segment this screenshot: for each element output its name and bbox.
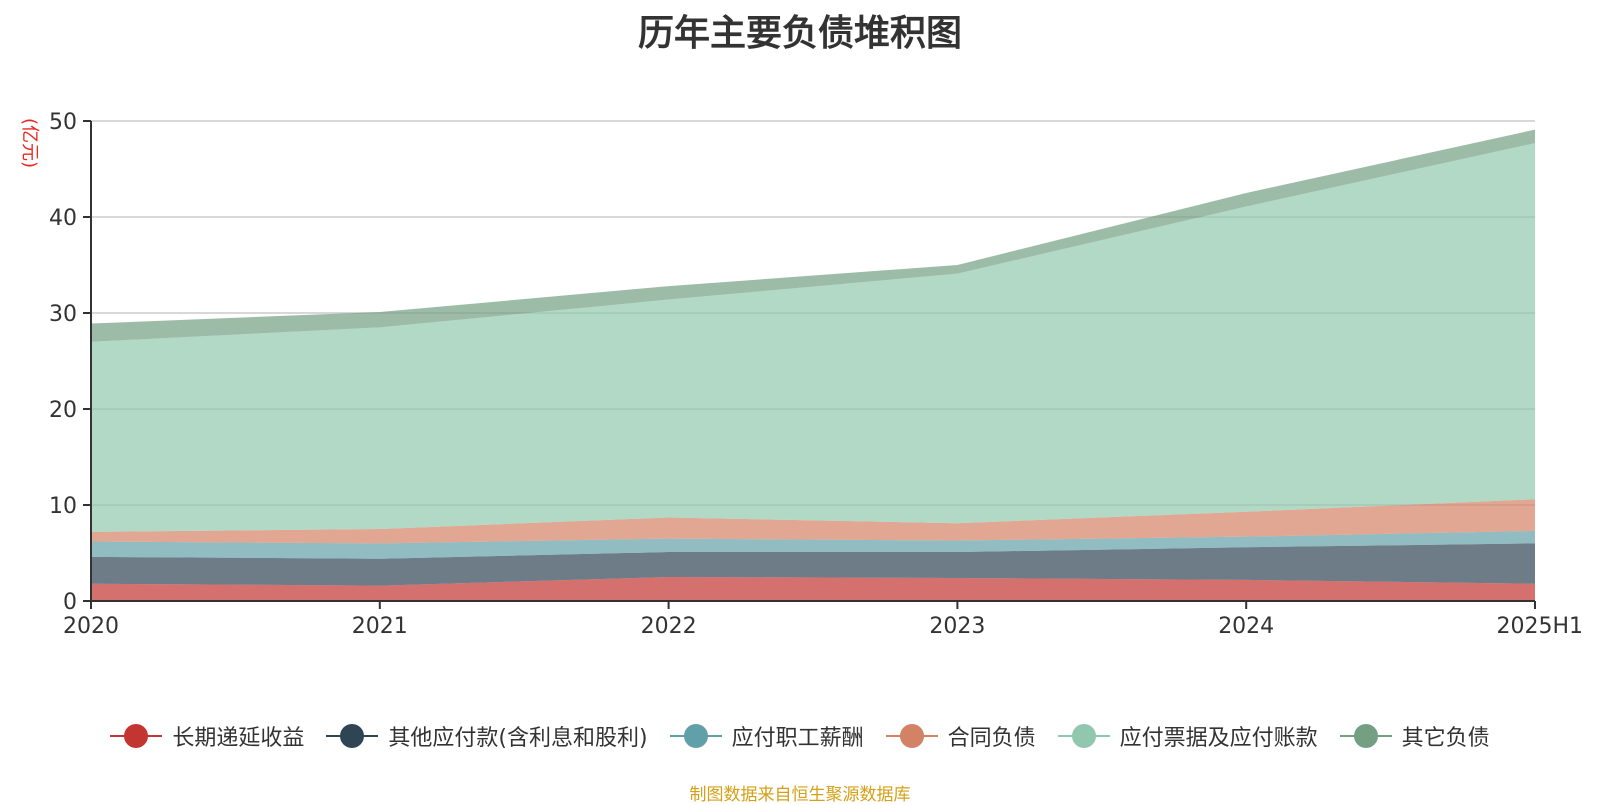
y-tick-label: 30 xyxy=(49,302,77,327)
area-series-4 xyxy=(91,143,1535,532)
legend-label: 应付票据及应付账款 xyxy=(1119,726,1318,751)
source-note: 制图数据来自恒生聚源数据库 xyxy=(689,785,911,805)
legend-item[interactable]: 其它负债 xyxy=(1339,720,1490,752)
area-series-0 xyxy=(91,577,1535,601)
legend-label: 其他应付款(含利息和股利) xyxy=(388,726,648,751)
area-series xyxy=(91,129,1535,601)
legend-item[interactable]: 应付职工薪酬 xyxy=(669,720,864,752)
legend-marker-icon xyxy=(669,724,722,748)
y-tick-label: 10 xyxy=(49,494,77,519)
legend: 长期递延收益 其他应付款(含利息和股利) 应付职工薪酬 合同负债 应付票据及应付账款 其它… xyxy=(0,718,1600,754)
x-tick-label: 2024 xyxy=(1218,614,1274,639)
area-series-2 xyxy=(91,530,1535,559)
legend-item[interactable]: 其他应付款(含利息和股利) xyxy=(326,720,648,752)
x-tick-label: 2023 xyxy=(929,614,985,639)
legend-marker-icon xyxy=(110,724,163,748)
legend-item[interactable]: 应付票据及应付账款 xyxy=(1057,720,1318,752)
area-series-3 xyxy=(91,499,1535,544)
legend-marker-icon xyxy=(326,724,379,748)
area-series-5 xyxy=(91,129,1535,342)
legend-marker-icon xyxy=(1339,724,1392,748)
legend-label: 长期递延收益 xyxy=(172,726,305,751)
chart-title: 历年主要负债堆积图 xyxy=(637,13,962,54)
y-tick-label: 0 xyxy=(63,590,77,615)
area-series-1 xyxy=(91,543,1535,586)
legend-marker-icon xyxy=(1057,724,1110,748)
x-tick-label: 2021 xyxy=(352,614,408,639)
axes: 0 10 20 30 40 50 2020 2021 2022 2023 2024 2025H1 xyxy=(49,110,1583,639)
legend-marker-icon xyxy=(885,724,938,748)
y-axis-unit-label: (亿元) xyxy=(19,118,40,168)
y-tick-label: 20 xyxy=(49,398,77,423)
legend-label: 其它负债 xyxy=(1401,726,1490,751)
x-tick-label: 2025H1 xyxy=(1496,614,1583,639)
x-tick-label: 2020 xyxy=(63,614,119,639)
x-tick-label: 2022 xyxy=(641,614,697,639)
y-tick-label: 50 xyxy=(49,110,77,135)
y-tick-label: 40 xyxy=(49,206,77,231)
legend-label: 合同负债 xyxy=(947,726,1036,751)
legend-item[interactable]: 合同负债 xyxy=(885,720,1036,752)
legend-label: 应付职工薪酬 xyxy=(731,726,864,751)
legend-item[interactable]: 长期递延收益 xyxy=(110,720,304,752)
